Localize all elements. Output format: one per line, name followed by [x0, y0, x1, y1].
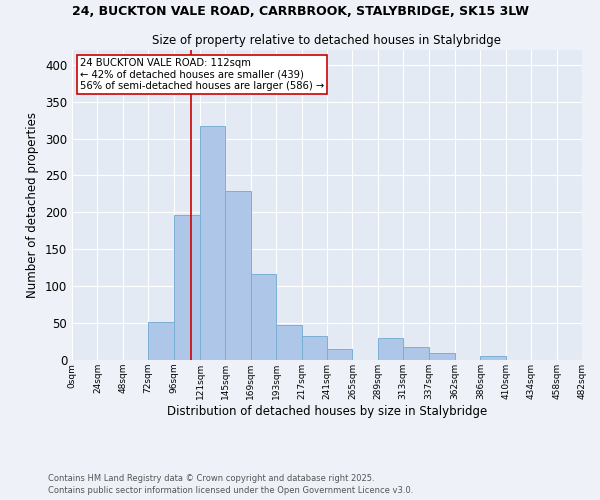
- Bar: [200, 126, 226, 360]
- Bar: [276, 326, 302, 360]
- Bar: [302, 336, 327, 360]
- Bar: [226, 191, 251, 360]
- Bar: [148, 322, 173, 360]
- Bar: [403, 346, 428, 360]
- Title: Size of property relative to detached houses in Stalybridge: Size of property relative to detached ho…: [152, 34, 502, 48]
- Y-axis label: Number of detached properties: Number of detached properties: [26, 112, 40, 298]
- Bar: [327, 349, 352, 360]
- Text: Contains HM Land Registry data © Crown copyright and database right 2025.
Contai: Contains HM Land Registry data © Crown c…: [48, 474, 413, 495]
- Bar: [378, 338, 403, 360]
- Bar: [481, 356, 506, 360]
- Bar: [428, 352, 455, 360]
- X-axis label: Distribution of detached houses by size in Stalybridge: Distribution of detached houses by size …: [167, 404, 487, 417]
- Bar: [173, 214, 200, 360]
- Text: 24, BUCKTON VALE ROAD, CARRBROOK, STALYBRIDGE, SK15 3LW: 24, BUCKTON VALE ROAD, CARRBROOK, STALYB…: [71, 5, 529, 18]
- Text: 24 BUCKTON VALE ROAD: 112sqm
← 42% of detached houses are smaller (439)
56% of s: 24 BUCKTON VALE ROAD: 112sqm ← 42% of de…: [80, 58, 324, 91]
- Bar: [251, 274, 276, 360]
